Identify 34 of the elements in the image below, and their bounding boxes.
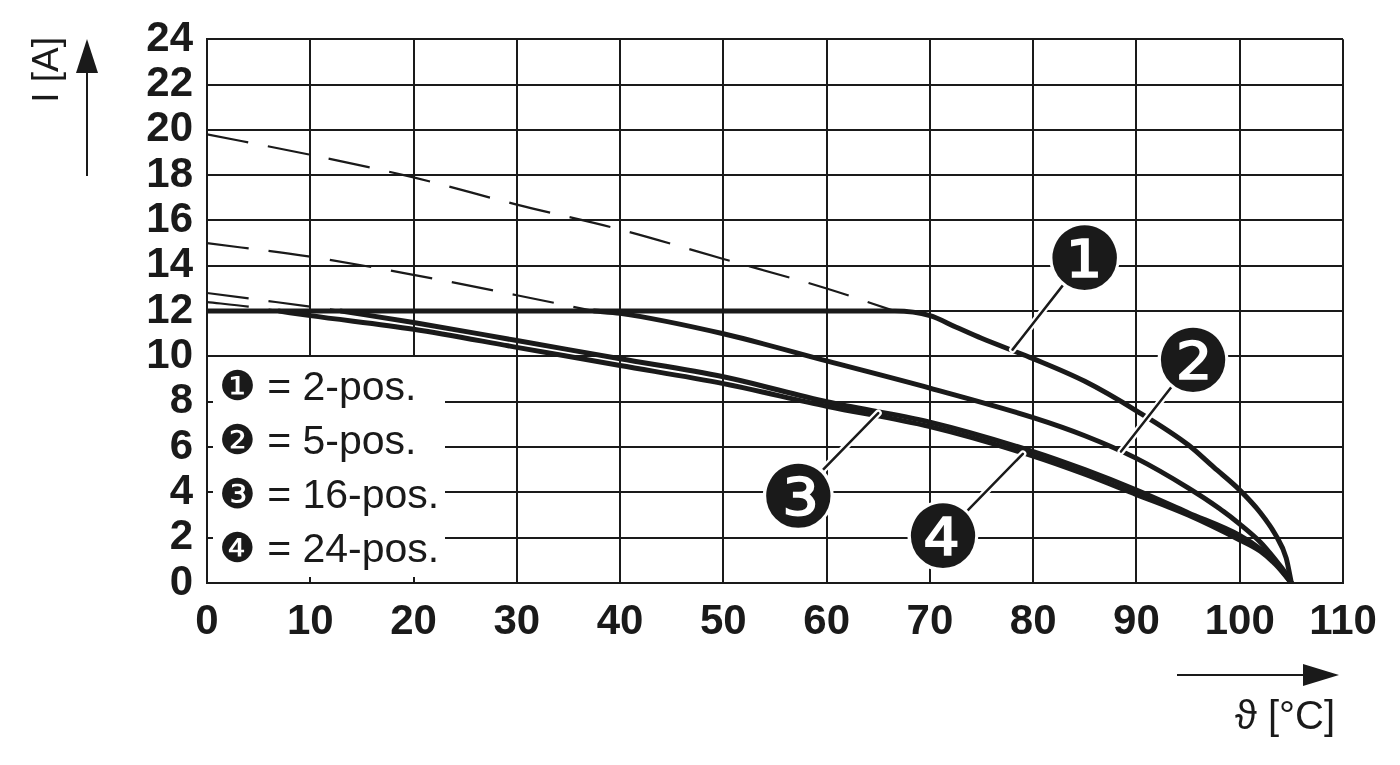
y-tick-label: 8 [169, 375, 193, 423]
y-tick-label: 20 [146, 103, 193, 151]
x-tick-label: 20 [390, 595, 437, 643]
annotation: ❹ [904, 487, 982, 588]
x-tick-label: 60 [803, 595, 850, 643]
y-axis-title: I [A] [25, 37, 66, 103]
x-tick-label: 100 [1204, 595, 1275, 643]
y-tick-label: 0 [169, 556, 193, 604]
annotation: ❶ = 2-pos. [219, 362, 418, 411]
x-axis-title: ϑ [°C] [1234, 693, 1335, 737]
annotation: ❸ [759, 446, 837, 547]
x-tick-label: 50 [700, 595, 747, 643]
y-tick-label: 4 [169, 465, 194, 513]
y-tick-label: 6 [169, 420, 193, 468]
y-tick-label: 22 [146, 58, 193, 106]
x-tick-label: 70 [906, 595, 954, 643]
y-tick-label: 24 [146, 12, 194, 60]
annotation: ❷ [1154, 311, 1232, 412]
y-tick-label: 2 [169, 511, 193, 559]
annotation: ❹ = 24-pos. [219, 524, 440, 573]
x-tick-label: 30 [493, 595, 541, 643]
annotation: ❸ = 16-pos. [219, 470, 440, 519]
x-tick-label: 10 [286, 595, 334, 643]
x-tick-label: 80 [1009, 595, 1057, 643]
y-tick-label: 16 [146, 194, 193, 242]
x-tick-label: 90 [1113, 595, 1160, 643]
x-tick-label: 110 [1309, 595, 1377, 643]
annotation: ❷ = 5-pos. [219, 416, 418, 465]
y-tick-label: 18 [146, 148, 193, 196]
y-tick-label: 10 [146, 329, 193, 377]
y-tick-label: 14 [146, 239, 194, 287]
y-tick-label: 12 [146, 284, 193, 332]
x-tick-label: 40 [596, 595, 644, 643]
annotation: ❶ [1046, 209, 1124, 310]
